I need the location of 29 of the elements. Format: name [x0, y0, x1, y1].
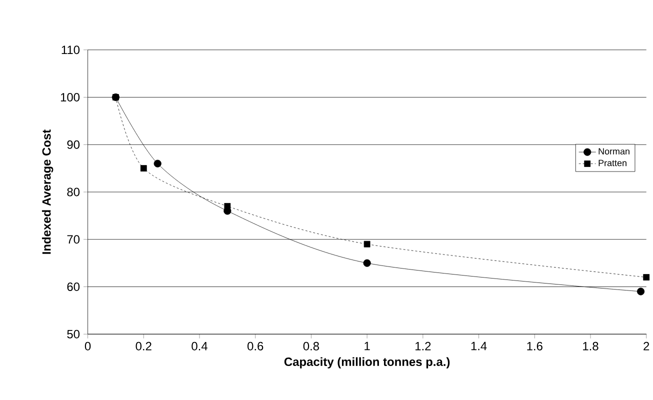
x-tick-label: 1.6 — [527, 342, 542, 350]
x-tick-label: 0 — [84, 342, 91, 350]
y-tick-label: 50 — [67, 330, 80, 338]
point — [643, 274, 650, 280]
y-tick-label: 70 — [67, 235, 80, 244]
x-tick-label: 1.2 — [416, 342, 431, 350]
y-tick-label: 110 — [62, 46, 80, 54]
legend-label: Pratten — [598, 160, 626, 166]
x-tick-label: 0.2 — [136, 342, 152, 350]
point — [224, 203, 231, 210]
x-axis-title: Capacity (million tonnes p.a.) — [284, 357, 450, 368]
x-tick-label: 1 — [364, 342, 370, 350]
x-tick-label: 0.8 — [303, 342, 320, 350]
y-tick-label: 100 — [60, 93, 80, 102]
legend-label: Norman — [598, 148, 630, 155]
x-tick-label: 1.4 — [471, 342, 487, 350]
point — [363, 259, 371, 267]
point — [636, 288, 645, 296]
x-tick-label: 0.4 — [192, 342, 208, 350]
point — [364, 240, 370, 248]
y-tick-label: 60 — [67, 282, 80, 292]
point — [140, 165, 147, 172]
x-tick-label: 1.8 — [583, 342, 598, 350]
y-tick-label: 80 — [67, 188, 80, 196]
x-tick-label: 2 — [644, 342, 650, 350]
y-axis-title: Indexed Average Cost — [42, 130, 54, 254]
y-tick-label: 90 — [67, 140, 80, 149]
point — [154, 160, 162, 168]
x-tick-label: 0.6 — [248, 342, 264, 350]
